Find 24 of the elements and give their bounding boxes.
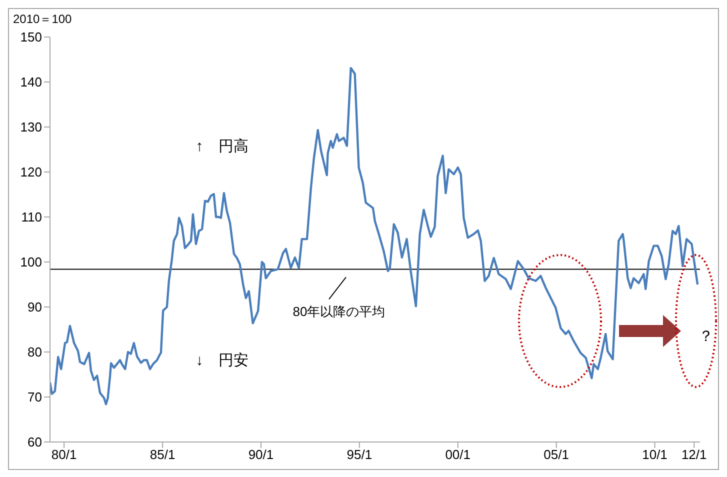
y-tick-label: 60	[28, 434, 42, 450]
x-tick-label: 90/1	[248, 447, 274, 462]
y-tick-label: 100	[20, 254, 42, 270]
x-tick-label: 95/1	[346, 447, 372, 462]
line-series	[50, 66, 699, 406]
y-tick-label: 70	[28, 390, 42, 405]
x-tick-label: 80/1	[51, 447, 77, 462]
y-tick-label: 110	[21, 210, 42, 225]
x-tick-label: 00/1	[445, 447, 471, 462]
y-tick-label: 150	[20, 30, 42, 45]
annotation: ↑ 円高	[196, 137, 248, 156]
x-tick-label: 85/1	[150, 447, 176, 462]
y-tick-label: 80	[28, 344, 42, 360]
x-tick-label: 05/1	[544, 447, 569, 462]
y-tick-label: 130	[20, 120, 42, 135]
x-tick-label: 12/1	[681, 447, 707, 462]
x-tick-label: 10/1	[642, 447, 668, 462]
y-tick-label: 90	[28, 300, 42, 315]
y-axis-title: 2010＝100	[13, 11, 72, 28]
y-tick-label: 140	[20, 74, 42, 90]
annotation: ？	[698, 327, 714, 346]
y-tick-label: 120	[20, 164, 42, 180]
annotation: ↓ 円安	[196, 351, 248, 370]
legend-label: 80年以降の平均	[292, 304, 386, 320]
